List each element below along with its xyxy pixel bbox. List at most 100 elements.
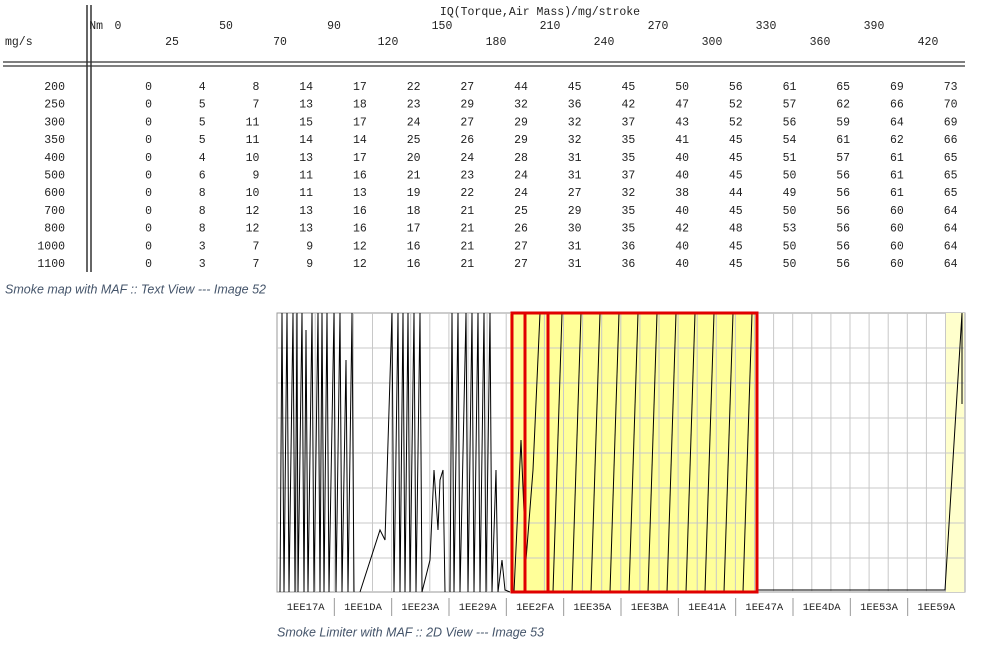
cell: 16 xyxy=(353,170,367,183)
x-label: 1EE53A xyxy=(860,602,899,614)
cell: 16 xyxy=(353,205,367,218)
cell: 21 xyxy=(460,223,474,236)
cell: 8 xyxy=(199,187,206,200)
cell: 56 xyxy=(836,187,850,200)
cell: 45 xyxy=(621,81,635,94)
cell: 60 xyxy=(890,223,904,236)
column-header: 90 xyxy=(327,20,341,33)
x-label: 1EE29A xyxy=(459,602,498,614)
cell: 3 xyxy=(199,258,206,271)
column-header: 70 xyxy=(273,36,287,49)
cell: 40 xyxy=(675,258,689,271)
cell: 40 xyxy=(675,152,689,165)
column-header: 0 xyxy=(115,20,122,33)
cell: 31 xyxy=(568,240,582,253)
cell: 31 xyxy=(568,170,582,183)
cell: 52 xyxy=(729,99,743,112)
cell: 17 xyxy=(353,81,367,94)
cell: 40 xyxy=(675,170,689,183)
cell: 35 xyxy=(621,152,635,165)
cell: 23 xyxy=(460,170,474,183)
column-header: 330 xyxy=(756,20,777,33)
x-label: 1EE2FA xyxy=(516,602,555,614)
column-header: 120 xyxy=(378,36,399,49)
column-header: 25 xyxy=(165,36,179,49)
cell: 11 xyxy=(246,116,260,129)
row-header: 800 xyxy=(44,223,65,236)
cell: 0 xyxy=(145,116,152,129)
cell: 15 xyxy=(299,116,313,129)
column-header: 150 xyxy=(432,20,453,33)
x-label: 1EE3BA xyxy=(631,602,670,614)
cell: 30 xyxy=(568,223,582,236)
cell: 21 xyxy=(460,205,474,218)
cell: 60 xyxy=(890,205,904,218)
cell: 57 xyxy=(836,152,850,165)
cell: 24 xyxy=(514,187,528,200)
cell: 21 xyxy=(460,240,474,253)
cell: 69 xyxy=(890,81,904,94)
plot-area xyxy=(276,311,966,594)
cell: 18 xyxy=(407,205,421,218)
cell: 66 xyxy=(944,134,958,147)
cell: 69 xyxy=(944,116,958,129)
row-header: 1000 xyxy=(37,240,65,253)
cell: 8 xyxy=(199,223,206,236)
cell: 5 xyxy=(199,99,206,112)
cell: 13 xyxy=(299,99,313,112)
cell: 12 xyxy=(246,223,260,236)
cell: 0 xyxy=(145,187,152,200)
column-axis-label: Nm xyxy=(89,20,103,33)
cell: 65 xyxy=(944,152,958,165)
column-header: 420 xyxy=(918,36,939,49)
column-header: 240 xyxy=(594,36,615,49)
cell: 56 xyxy=(783,116,797,129)
cell: 64 xyxy=(944,223,958,236)
cell: 61 xyxy=(836,134,850,147)
cell: 65 xyxy=(944,187,958,200)
cell: 24 xyxy=(407,116,421,129)
cell: 45 xyxy=(729,170,743,183)
cell: 29 xyxy=(514,134,528,147)
row-header: 1100 xyxy=(37,258,65,271)
cell: 57 xyxy=(783,99,797,112)
x-label: 1EE59A xyxy=(917,602,956,614)
column-header: 50 xyxy=(219,20,233,33)
cell: 3 xyxy=(199,240,206,253)
cell: 37 xyxy=(621,170,635,183)
cell: 48 xyxy=(729,223,743,236)
cell: 9 xyxy=(252,170,259,183)
x-label: 1EE35A xyxy=(573,602,612,614)
cell: 37 xyxy=(621,116,635,129)
cell: 53 xyxy=(783,223,797,236)
row-header: 200 xyxy=(44,81,65,94)
cell: 9 xyxy=(306,240,313,253)
cell: 12 xyxy=(353,258,367,271)
cell: 35 xyxy=(621,205,635,218)
cell: 35 xyxy=(621,223,635,236)
cell: 40 xyxy=(675,205,689,218)
cell: 45 xyxy=(729,205,743,218)
table-title: IQ(Torque,Air Mass)/mg/stroke xyxy=(440,6,640,19)
cell: 29 xyxy=(514,116,528,129)
cell: 19 xyxy=(407,187,421,200)
cell: 28 xyxy=(514,152,528,165)
cell: 10 xyxy=(246,187,260,200)
cell: 26 xyxy=(514,223,528,236)
cell: 0 xyxy=(145,205,152,218)
cell: 64 xyxy=(944,240,958,253)
cell: 16 xyxy=(407,240,421,253)
cell: 12 xyxy=(246,205,260,218)
cell: 23 xyxy=(407,99,421,112)
cell: 25 xyxy=(514,205,528,218)
cell: 64 xyxy=(944,258,958,271)
row-header: 500 xyxy=(44,170,65,183)
cell: 45 xyxy=(729,240,743,253)
cell: 11 xyxy=(299,170,313,183)
cell: 7 xyxy=(252,258,259,271)
cell: 13 xyxy=(299,205,313,218)
cell: 45 xyxy=(568,81,582,94)
column-header: 300 xyxy=(702,36,723,49)
cell: 0 xyxy=(145,170,152,183)
cell: 5 xyxy=(199,134,206,147)
